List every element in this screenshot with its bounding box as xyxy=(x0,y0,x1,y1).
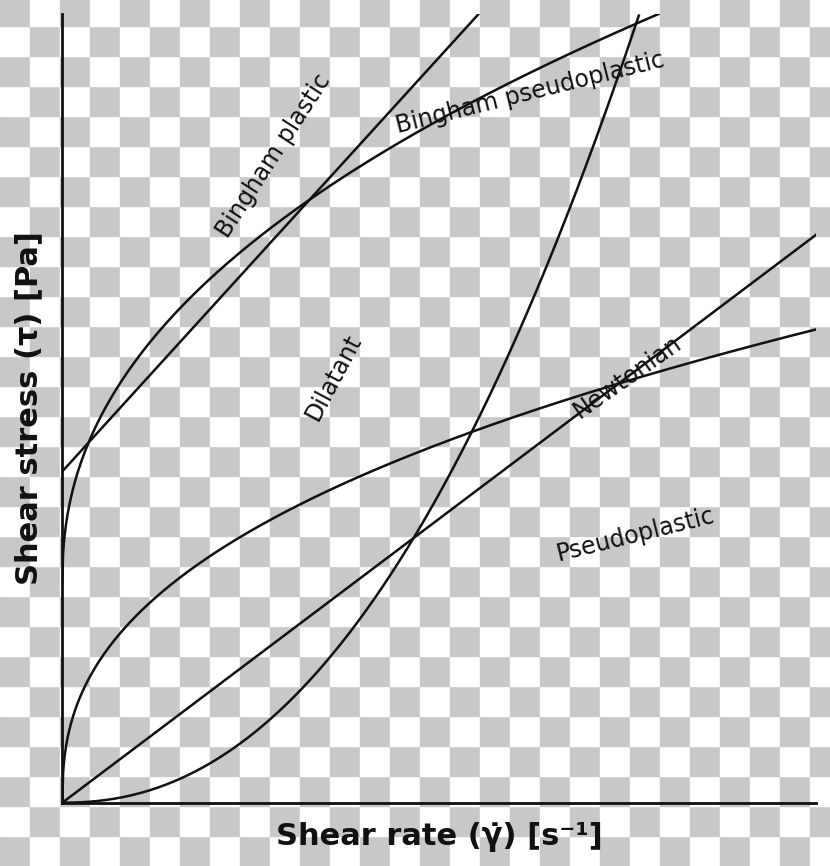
Y-axis label: Shear stress (τ) [Pa]: Shear stress (τ) [Pa] xyxy=(14,231,43,585)
Text: Bingham pseudoplastic: Bingham pseudoplastic xyxy=(393,48,666,138)
Text: Pseudoplastic: Pseudoplastic xyxy=(554,503,717,565)
Text: Dilatant: Dilatant xyxy=(301,330,366,423)
Text: Newtonian: Newtonian xyxy=(569,331,686,423)
Text: Bingham plastic: Bingham plastic xyxy=(212,69,335,242)
X-axis label: Shear rate (γ̇) [s⁻¹]: Shear rate (γ̇) [s⁻¹] xyxy=(276,822,603,852)
